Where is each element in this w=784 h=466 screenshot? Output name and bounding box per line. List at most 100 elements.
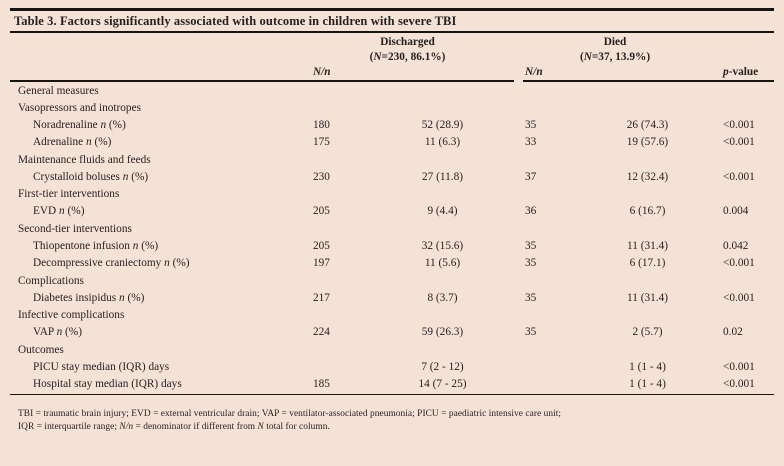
table-row: Vasopressors and inotropes <box>10 99 774 116</box>
header-rule <box>10 80 774 82</box>
bottom-rule <box>10 393 774 396</box>
died-column-header: Died <box>603 35 627 48</box>
section-label: Maintenance fluids and feeds <box>18 153 151 166</box>
table-row: Outcomes <box>10 341 774 358</box>
row-label: Noradrenaline n (%) <box>33 119 126 132</box>
cell-discharged-value <box>370 186 515 203</box>
table-row: First-tier interventions <box>10 186 774 203</box>
cell-died-value: 11 (31.4) <box>627 291 668 304</box>
cell-nn-died <box>515 358 580 375</box>
cell-p-value: 0.004 <box>723 205 749 218</box>
cell-p-value: 0.02 <box>723 326 743 339</box>
cell-discharged-value <box>370 99 515 116</box>
cell-discharged-value <box>370 151 515 168</box>
row-label: Hospital stay median (IQR) days <box>33 378 182 391</box>
cell-discharged-value: 11 (5.6) <box>424 257 461 270</box>
cell-p-value: <0.001 <box>723 170 755 183</box>
section-label: Vasopressors and inotropes <box>18 101 141 114</box>
cell-p-value: <0.001 <box>723 119 755 132</box>
cell-died-value <box>580 82 715 99</box>
table-row: Hospital stay median (IQR) days 185 14 (7 … <box>10 376 774 393</box>
cell-discharged-value <box>370 82 515 99</box>
cell-died-value <box>580 151 715 168</box>
cell-died-value <box>580 272 715 289</box>
cell-discharged-value <box>370 220 515 237</box>
cell-nn-discharged: 205 <box>313 205 330 218</box>
table-row: Diabetes insipidus n (%) 217 8 (3.7) 35 11 (… <box>10 289 774 306</box>
cell-discharged-value: 59 (26.3) <box>421 326 464 339</box>
footnote-line-1: TBI = traumatic brain injury; EVD = exte… <box>18 409 562 420</box>
table-row: Crystalloid boluses n (%) 230 27 (11.8) 37 1… <box>10 168 774 185</box>
cell-nn-discharged: 185 <box>313 378 330 391</box>
discharged-n-header: (N=230, 86.1%) <box>369 51 446 64</box>
cell-p-value: 0.042 <box>723 240 749 253</box>
table-title: Table 3. Factors significantly associate… <box>14 14 457 28</box>
cell-died-value: 12 (32.4) <box>626 170 669 183</box>
cell-p-value <box>715 306 774 323</box>
table-row: Maintenance fluids and feeds <box>10 151 774 168</box>
discharged-nn-header: N/n <box>313 66 331 79</box>
row-label: EVD n (%) <box>33 205 85 218</box>
section-label: Outcomes <box>18 343 64 356</box>
header-count-row: (N=230, 86.1%) (N=37, 13.9%) <box>10 50 774 65</box>
cell-nn-discharged: 180 <box>313 119 330 132</box>
cell-p-value: <0.001 <box>723 360 755 373</box>
cell-nn-discharged <box>300 306 370 323</box>
cell-p-value <box>715 341 774 358</box>
row-label: Crystalloid boluses n (%) <box>33 170 149 183</box>
table-row: VAP n (%) 224 59 (26.3) 35 2 (5.7) 0.02 <box>10 324 774 341</box>
cell-nn-discharged: 197 <box>313 257 330 270</box>
cell-nn-discharged <box>300 358 370 375</box>
row-label: Decompressive craniectomy n (%) <box>33 257 190 270</box>
cell-died-value <box>580 306 715 323</box>
cell-discharged-value: 8 (3.7) <box>427 291 458 304</box>
cell-nn-died <box>515 272 580 289</box>
cell-p-value <box>715 99 774 116</box>
discharged-column-header: Discharged <box>380 35 435 48</box>
cell-discharged-value: 32 (15.6) <box>421 240 464 253</box>
section-label: Infective complications <box>18 309 125 322</box>
cell-p-value: <0.001 <box>723 257 755 270</box>
cell-died-value: 11 (31.4) <box>627 240 668 253</box>
cell-nn-discharged: 217 <box>313 291 330 304</box>
row-label: VAP n (%) <box>33 326 82 339</box>
title-rule <box>10 31 774 33</box>
header-rule-right-segment <box>523 80 774 82</box>
cell-nn-died: 35 <box>525 326 537 339</box>
cell-p-value <box>715 82 774 99</box>
table-data: General measures Vasopressors and inotrop… <box>10 82 774 393</box>
row-label: Diabetes insipidus n (%) <box>33 291 145 304</box>
cell-nn-died <box>515 82 580 99</box>
cell-nn-discharged <box>300 220 370 237</box>
cell-p-value: <0.001 <box>723 291 755 304</box>
table-row: EVD n (%) 205 9 (4.4) 36 6 (16.7) 0.004 <box>10 203 774 220</box>
cell-nn-discharged <box>300 186 370 203</box>
cell-nn-died: 35 <box>525 257 537 270</box>
cell-died-value: 26 (74.3) <box>626 119 669 132</box>
table-body: General measures Vasopressors and inotrop… <box>10 82 774 393</box>
cell-nn-died <box>515 151 580 168</box>
cell-discharged-value <box>370 341 515 358</box>
cell-p-value <box>715 272 774 289</box>
cell-nn-discharged <box>300 341 370 358</box>
row-label: Thiopentone infusion n (%) <box>33 240 159 253</box>
cell-died-value <box>580 220 715 237</box>
died-nn-header: N/n <box>525 66 543 79</box>
cell-p-value: <0.001 <box>723 136 755 149</box>
cell-nn-died <box>515 99 580 116</box>
cell-p-value <box>715 186 774 203</box>
cell-nn-died <box>515 376 580 393</box>
cell-died-value <box>580 341 715 358</box>
cell-died-value: 19 (57.6) <box>626 136 669 149</box>
table-row: Second-tier interventions <box>10 220 774 237</box>
cell-died-value: 6 (17.1) <box>629 257 666 270</box>
cell-discharged-value: 27 (11.8) <box>422 170 463 183</box>
died-n-header: (N=37, 13.9%) <box>579 51 651 64</box>
cell-p-value: <0.001 <box>723 378 755 391</box>
cell-p-value <box>715 151 774 168</box>
section-label: Complications <box>18 274 84 287</box>
cell-nn-died: 33 <box>525 136 537 149</box>
header-spacer <box>715 50 774 65</box>
cell-died-value <box>580 99 715 116</box>
cell-nn-died: 37 <box>525 170 537 183</box>
